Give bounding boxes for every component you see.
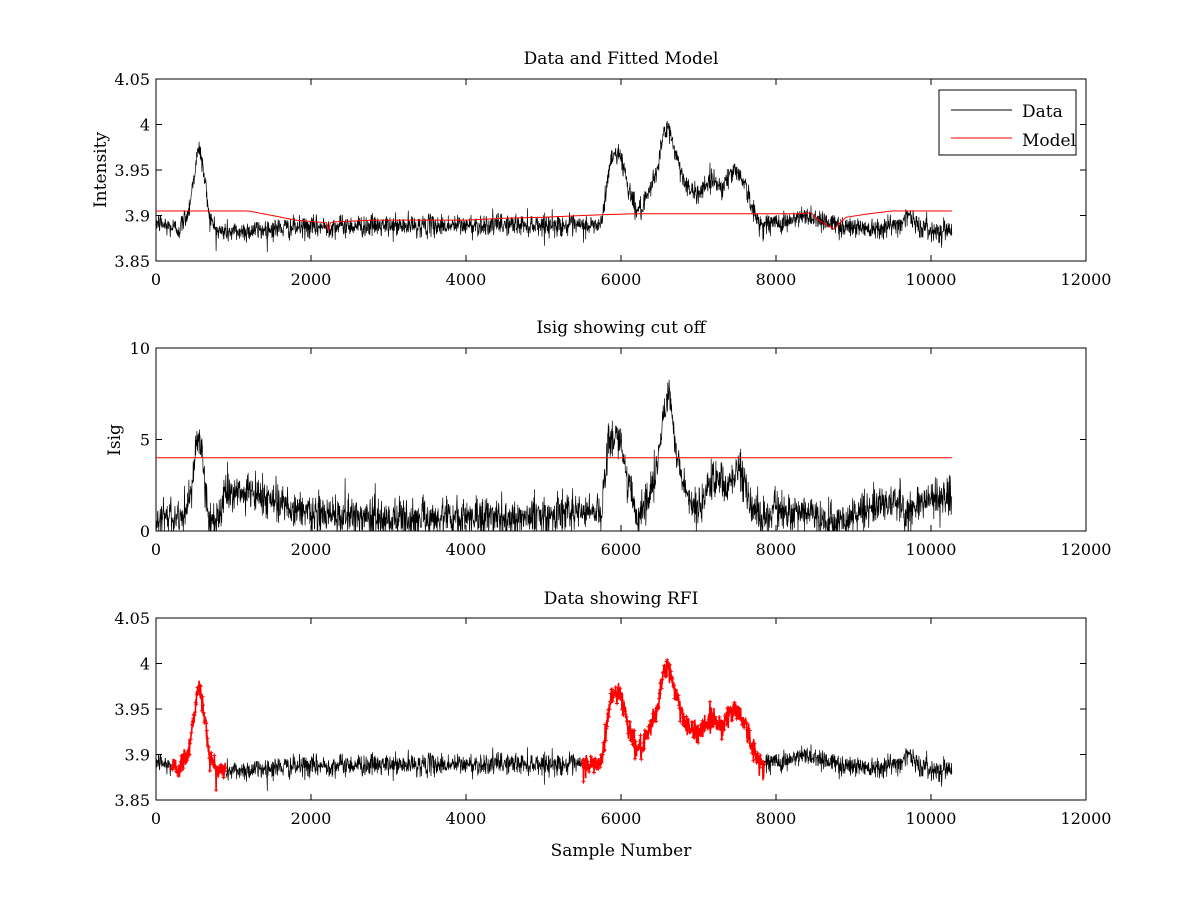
axes: 0 2000 4000 6000 8000 10000 12000 0 5 10 [130,339,1112,559]
x-tick-label: 8000 [756,270,797,289]
panel-data-and-fitted-model: Data and Fitted Model Intensity 0 2000 400… [91,49,1111,289]
x-tick-label: 10000 [906,540,957,559]
x-tick-label: 2000 [291,809,332,828]
y-tick-label: 4 [140,655,150,674]
y-tick-label: 3.9 [125,207,150,226]
rfi-marker [580,657,766,784]
y-tick-label: 3.9 [125,746,150,765]
x-tick-label: 6000 [601,270,642,289]
y-tick-label: 4.05 [114,609,150,628]
panel-data-showing-rfi: Data showing RFI Sample Number 0 2000 4000… [114,589,1111,861]
x-tick-label: 2000 [291,270,332,289]
x-tick-label: 12000 [1061,540,1112,559]
x-tick-label: 4000 [446,809,487,828]
y-tick-label: 3.95 [114,700,150,719]
series-line-data [156,120,953,253]
x-tick-label: 2000 [291,540,332,559]
legend-box [938,89,1077,156]
x-tick-label: 0 [151,540,161,559]
y-tick-label: 4.05 [114,70,150,89]
plot-area: 0 2000 4000 6000 8000 10000 12000 3.85 3.9 3.95 4 4… [114,70,1111,289]
chart-title: Data showing RFI [544,589,699,609]
legend-entry-model: Model [1022,131,1076,151]
x-tick-label: 6000 [601,809,642,828]
chart-title: Data and Fitted Model [524,49,719,69]
x-axis-label: Sample Number [551,841,693,861]
x-tick-label: 12000 [1061,270,1112,289]
y-tick-label: 3.95 [114,161,150,180]
x-tick-label: 8000 [756,540,797,559]
axes: 0 2000 4000 6000 8000 10000 12000 3.85 3.9 3.95 4 4… [114,70,1111,289]
x-tick-label: 8000 [756,809,797,828]
x-tick-label: 12000 [1061,809,1112,828]
series-line-isig [156,379,953,531]
plot-area: 0 2000 4000 6000 8000 10000 12000 0 5 10 [130,339,1112,559]
y-tick-label: 3.85 [114,252,150,271]
x-tick-label: 4000 [446,540,487,559]
y-tick-label: 4 [140,116,150,135]
y-axis-label: Isig [105,424,125,456]
x-tick-label: 6000 [601,540,642,559]
y-tick-label: 10 [130,339,150,358]
rfi-markers [169,683,228,793]
axes-frame [155,347,1087,532]
series-line-model [156,210,952,233]
x-tick-label: 0 [151,809,161,828]
series-line-data [764,744,953,787]
y-tick-label: 5 [140,431,150,450]
legend-entry-data: Data [1022,102,1063,122]
x-tick-label: 4000 [446,270,487,289]
series-line-data [225,747,583,792]
series-line-data [156,745,172,777]
y-axis-label: Intensity [91,132,111,208]
legend: Data Model [938,89,1077,156]
chart-title: Isig showing cut off [536,318,707,338]
rfi-marker [169,683,228,793]
y-tick-label: 0 [140,522,150,541]
rfi-markers [580,657,766,784]
axes-frame [155,78,1087,262]
plot-area: 0 2000 4000 6000 8000 10000 12000 3.85 3.9 3.95 4 4… [114,609,1111,828]
axes: 0 2000 4000 6000 8000 10000 12000 3.85 3.9 3.95 4 4… [114,609,1111,828]
y-tick-label: 3.85 [114,791,150,810]
x-tick-label: 10000 [906,809,957,828]
x-tick-label: 10000 [906,270,957,289]
panel-isig-showing-cut-off: Isig showing cut off Isig 0 2000 4000 6000 8… [105,318,1111,559]
axes-frame [155,617,1087,801]
x-tick-label: 0 [151,270,161,289]
